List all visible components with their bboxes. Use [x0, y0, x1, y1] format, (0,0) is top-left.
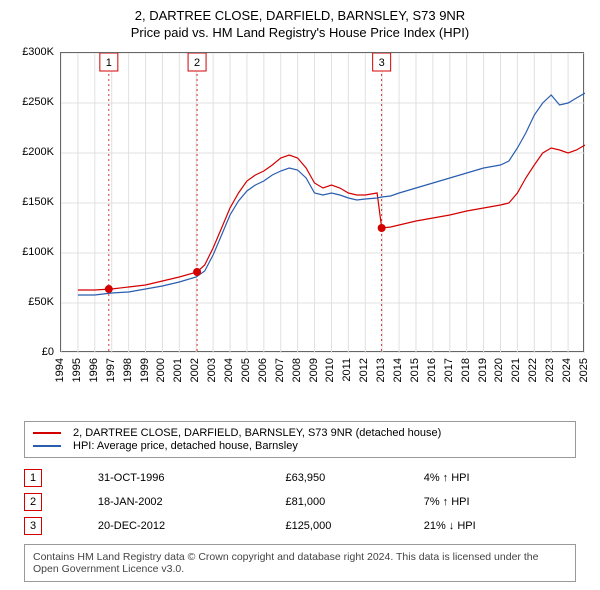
- chart-svg: 1 2 3: [61, 53, 585, 353]
- x-axis-label: 2021: [510, 358, 522, 382]
- x-axis-label: 2005: [240, 358, 252, 382]
- x-axis-label: 2012: [358, 358, 370, 382]
- x-axis-label: 2001: [172, 358, 184, 382]
- y-axis-label: £250K: [10, 96, 54, 108]
- legend-item-hpi: HPI: Average price, detached house, Barn…: [33, 440, 567, 452]
- sale-date: 20-DEC-2012: [98, 514, 286, 538]
- sale-price: £125,000: [285, 514, 423, 538]
- svg-text:1: 1: [106, 57, 112, 69]
- y-axis-label: £150K: [10, 196, 54, 208]
- sale-row: 3 20-DEC-2012£125,00021% ↓ HPI: [24, 514, 576, 538]
- svg-text:3: 3: [379, 57, 385, 69]
- x-axis-label: 2003: [206, 358, 218, 382]
- x-axis-label: 2004: [223, 358, 235, 382]
- x-axis-label: 1997: [105, 358, 117, 382]
- y-axis-label: £200K: [10, 146, 54, 158]
- x-axis-label: 2017: [443, 358, 455, 382]
- sale-date: 31-OCT-1996: [98, 466, 286, 490]
- x-axis-label: 2023: [544, 358, 556, 382]
- x-axis-label: 2002: [189, 358, 201, 382]
- x-axis-label: 2008: [291, 358, 303, 382]
- x-axis-label: 1996: [88, 358, 100, 382]
- x-axis-label: 2022: [527, 358, 539, 382]
- x-axis-label: 2015: [409, 358, 421, 382]
- sale-row: 1 31-OCT-1996£63,9504% ↑ HPI: [24, 466, 576, 490]
- y-axis-label: £0: [10, 346, 54, 358]
- x-axis-label: 2016: [426, 358, 438, 382]
- x-axis-label: 2006: [257, 358, 269, 382]
- x-axis-label: 1995: [71, 358, 83, 382]
- x-axis-label: 2014: [392, 358, 404, 382]
- x-axis-label: 1994: [54, 358, 66, 382]
- chart-plot: 1 2 3: [60, 52, 584, 352]
- page-title: 2, DARTREE CLOSE, DARFIELD, BARNSLEY, S7…: [12, 8, 588, 23]
- y-axis-label: £50K: [10, 296, 54, 308]
- attribution: Contains HM Land Registry data © Crown c…: [24, 544, 576, 582]
- sale-marker-box: 3: [24, 517, 42, 535]
- page-subtitle: Price paid vs. HM Land Registry's House …: [12, 25, 588, 40]
- legend-label-hpi: HPI: Average price, detached house, Barn…: [73, 440, 298, 452]
- x-axis-label: 2018: [460, 358, 472, 382]
- legend-item-price-paid: 2, DARTREE CLOSE, DARFIELD, BARNSLEY, S7…: [33, 427, 567, 439]
- sale-price: £63,950: [285, 466, 423, 490]
- sale-pct: 21% ↓ HPI: [424, 514, 576, 538]
- legend-swatch-hpi: [33, 445, 61, 447]
- x-axis-label: 2009: [308, 358, 320, 382]
- sales-table: 1 31-OCT-1996£63,9504% ↑ HPI 2 18-JAN-2002£…: [24, 466, 576, 538]
- sale-date: 18-JAN-2002: [98, 490, 286, 514]
- x-axis-label: 2011: [341, 358, 353, 382]
- x-axis-label: 2000: [155, 358, 167, 382]
- x-axis-label: 1998: [122, 358, 134, 382]
- y-axis-label: £300K: [10, 46, 54, 58]
- x-axis-label: 2019: [477, 358, 489, 382]
- chart-area: 1 2 3 £0 £50K £100K £150K £200K £250K £300K 1994…: [12, 48, 588, 415]
- sale-marker-box: 2: [24, 493, 42, 511]
- sale-pct: 4% ↑ HPI: [424, 466, 576, 490]
- sale-row: 2 18-JAN-2002£81,0007% ↑ HPI: [24, 490, 576, 514]
- svg-text:2: 2: [194, 57, 200, 69]
- sale-marker-box: 1: [24, 469, 42, 487]
- x-axis-label: 2025: [578, 358, 590, 382]
- legend: 2, DARTREE CLOSE, DARFIELD, BARNSLEY, S7…: [24, 421, 576, 458]
- x-axis-label: 1999: [139, 358, 151, 382]
- sale-pct: 7% ↑ HPI: [424, 490, 576, 514]
- x-axis-label: 2020: [493, 358, 505, 382]
- x-axis-label: 2007: [274, 358, 286, 382]
- legend-swatch-price-paid: [33, 432, 61, 434]
- x-axis-label: 2013: [375, 358, 387, 382]
- x-axis-label: 2010: [324, 358, 336, 382]
- x-axis-label: 2024: [561, 358, 573, 382]
- sale-price: £81,000: [285, 490, 423, 514]
- legend-label-price-paid: 2, DARTREE CLOSE, DARFIELD, BARNSLEY, S7…: [73, 427, 441, 439]
- y-axis-label: £100K: [10, 246, 54, 258]
